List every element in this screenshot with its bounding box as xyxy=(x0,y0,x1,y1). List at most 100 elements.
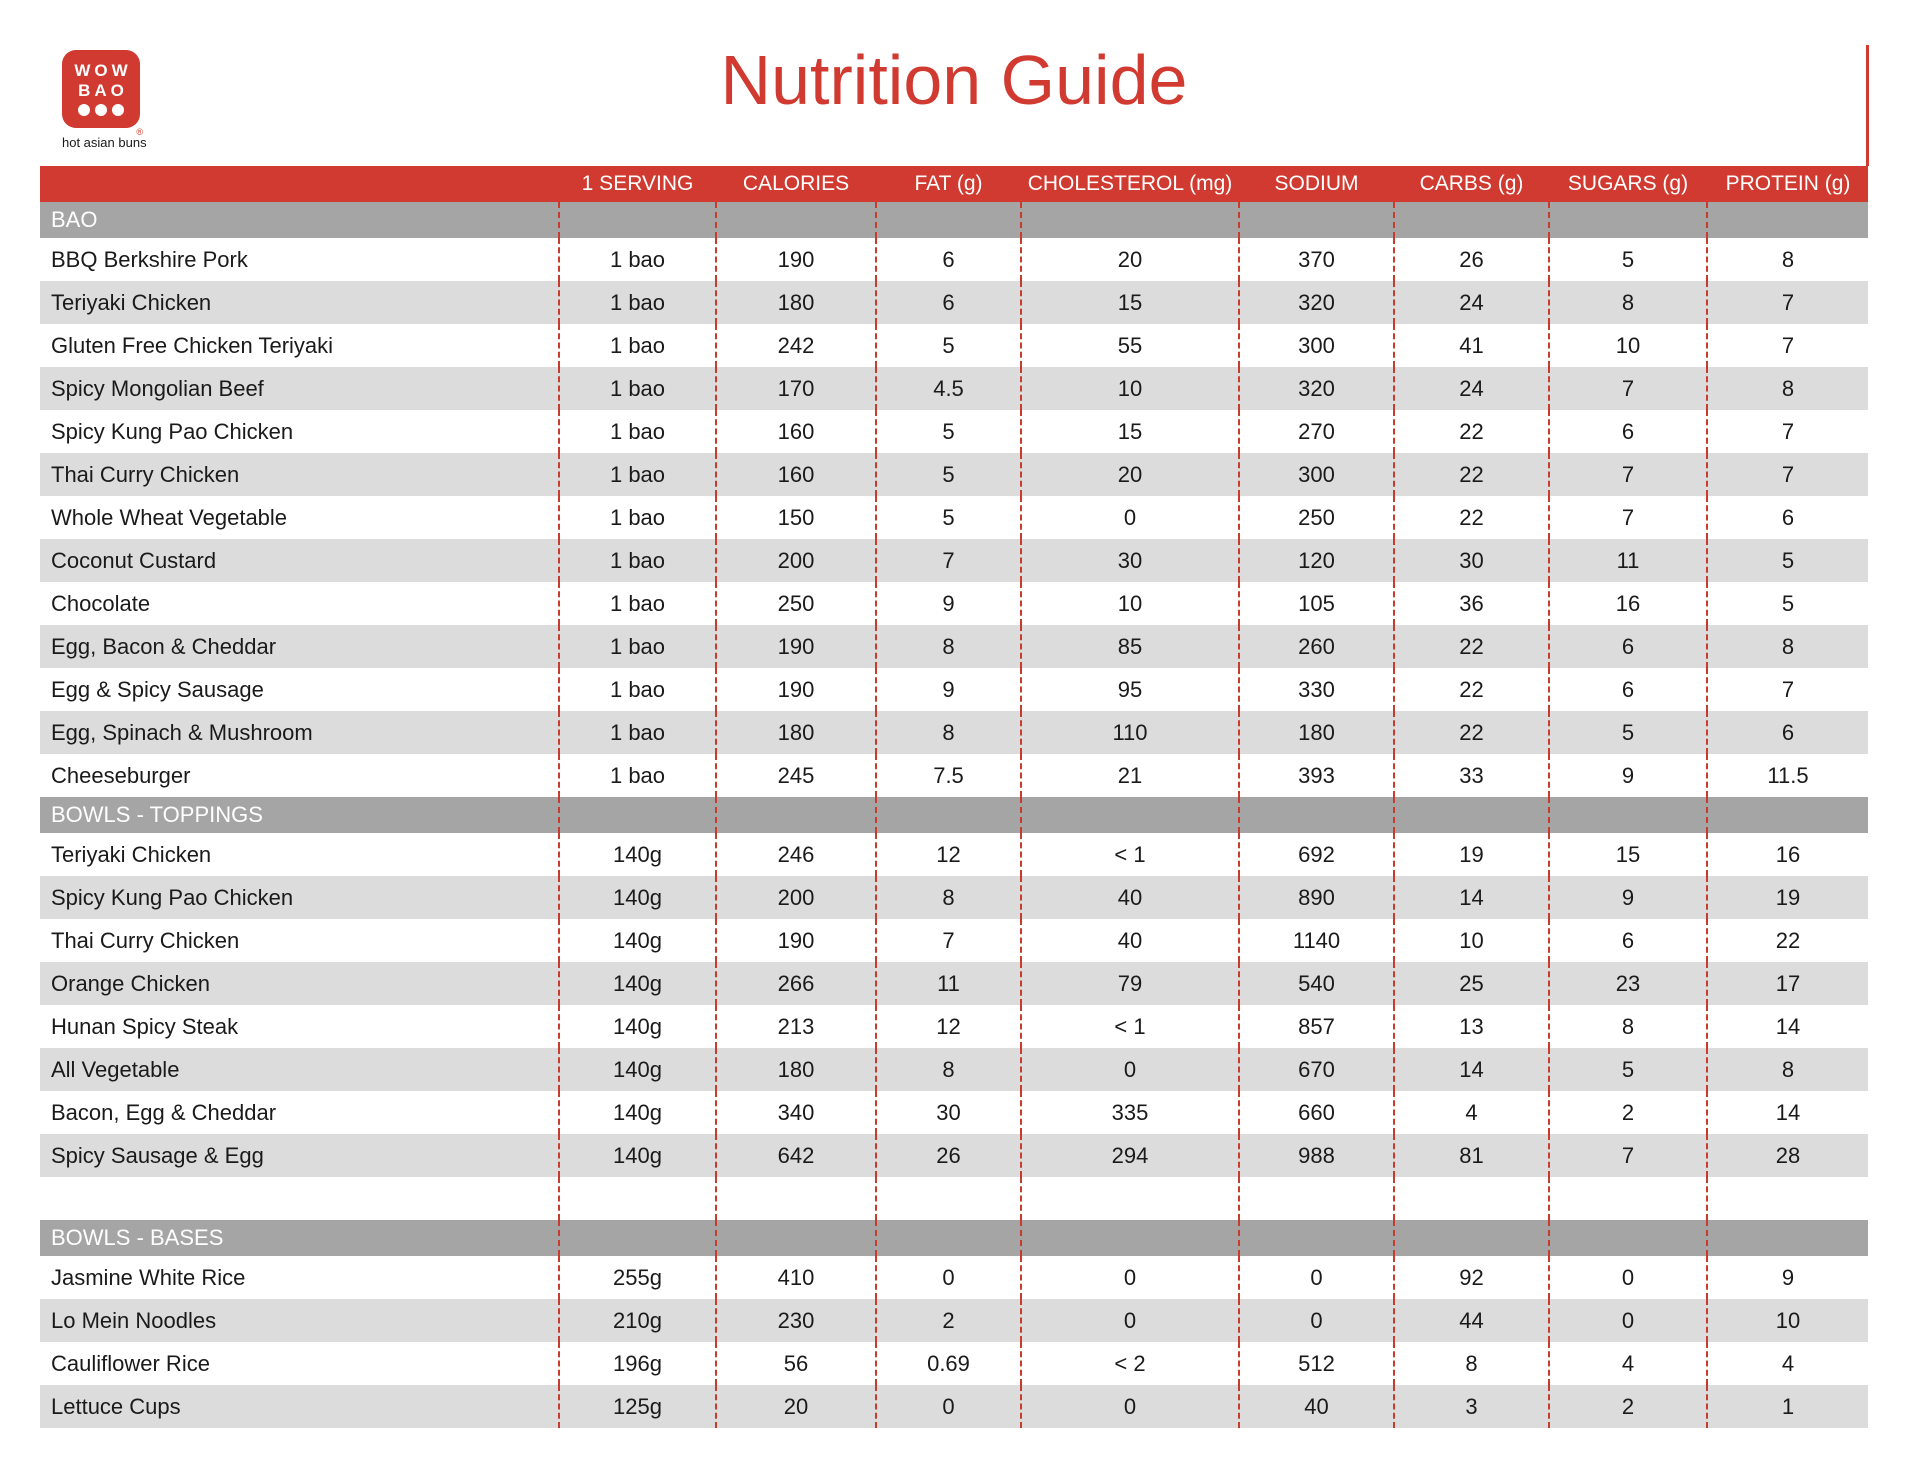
item-value: 0 xyxy=(877,1385,1022,1428)
table-row: Coconut Custard 1 bao 200 7 30 120 30 11 5 xyxy=(40,539,1868,582)
item-value: 40 xyxy=(1022,919,1240,962)
item-value: 30 xyxy=(1395,539,1550,582)
item-value: 22 xyxy=(1395,668,1550,711)
cell xyxy=(560,797,717,833)
table-row: Bacon, Egg & Cheddar 140g 340 30 335 660 4 2 14 xyxy=(40,1091,1868,1134)
table-row: Chocolate 1 bao 250 9 10 105 36 16 5 xyxy=(40,582,1868,625)
item-name: Teriyaki Chicken xyxy=(40,281,560,324)
item-value: 13 xyxy=(1395,1005,1550,1048)
item-value: 9 xyxy=(877,668,1022,711)
item-value: 1 bao xyxy=(560,711,717,754)
item-value: 0 xyxy=(1022,496,1240,539)
item-value: 7 xyxy=(1781,676,1795,702)
item-value: 7 xyxy=(877,919,1022,962)
item-value: 16 xyxy=(1775,841,1801,867)
item-value: 0 xyxy=(1022,1048,1240,1091)
item-value: 11.5 xyxy=(1767,762,1809,788)
column-header: PROTEIN (g) xyxy=(1725,172,1851,195)
table-row: Teriyaki Chicken 1 bao 180 6 15 320 24 8 7 xyxy=(40,281,1868,324)
item-value: 6 xyxy=(1550,919,1708,962)
item-value: 15 xyxy=(1022,281,1240,324)
item-value: 12 xyxy=(877,833,1022,876)
item-value: 5 xyxy=(877,410,1022,453)
table-row: Hunan Spicy Steak 140g 213 12 < 1 857 13 8 14 xyxy=(40,1005,1868,1048)
item-value: 7 xyxy=(1781,332,1795,358)
item-value: 15 xyxy=(1022,410,1240,453)
item-value: 7 xyxy=(1550,453,1708,496)
item-value: 1 bao xyxy=(560,668,717,711)
cell xyxy=(1708,797,1868,833)
column-header: SUGARS (g) xyxy=(1567,172,1689,195)
cell xyxy=(1240,1220,1395,1256)
item-value: 20 xyxy=(1022,453,1240,496)
item-value: 6 xyxy=(1781,504,1795,530)
table-row: Egg, Bacon & Cheddar 1 bao 190 8 85 260 22 6 8 xyxy=(40,625,1868,668)
item-value: 79 xyxy=(1022,962,1240,1005)
item-value: 393 xyxy=(1240,754,1395,797)
nutrition-table: 1 SERVING CALORIES FAT (g) CHOLESTEROL (… xyxy=(40,166,1868,1428)
item-value: 1 bao xyxy=(560,496,717,539)
item-value: 0 xyxy=(1022,1385,1240,1428)
item-value: 6 xyxy=(1550,410,1708,453)
logo-dot-icon xyxy=(112,104,124,116)
item-value: 255g xyxy=(560,1256,717,1299)
table-row: Gluten Free Chicken Teriyaki 1 bao 242 5 55 3… xyxy=(40,324,1868,367)
item-value: 22 xyxy=(1395,711,1550,754)
item-value: 160 xyxy=(717,453,877,496)
item-value: 26 xyxy=(1395,238,1550,281)
item-value: 370 xyxy=(1240,238,1395,281)
cell xyxy=(717,797,877,833)
item-value: < 2 xyxy=(1022,1342,1240,1385)
item-name: Lettuce Cups xyxy=(40,1385,560,1428)
item-value: 660 xyxy=(1240,1091,1395,1134)
item-value: 5 xyxy=(877,324,1022,367)
item-name: Egg, Spinach & Mushroom xyxy=(40,711,560,754)
item-value: 300 xyxy=(1240,453,1395,496)
item-value: 3 xyxy=(1395,1385,1550,1428)
item-value: 180 xyxy=(717,711,877,754)
item-value: 92 xyxy=(1395,1256,1550,1299)
item-name: Gluten Free Chicken Teriyaki xyxy=(40,324,560,367)
item-value: 0.69 xyxy=(877,1342,1022,1385)
item-value: 140g xyxy=(560,876,717,919)
item-value: 25 xyxy=(1395,962,1550,1005)
item-value: 33 xyxy=(1395,754,1550,797)
item-name: Egg & Spicy Sausage xyxy=(40,668,560,711)
section-header-row: BAO xyxy=(40,202,1868,238)
item-value: 22 xyxy=(1395,410,1550,453)
item-value: 330 xyxy=(1240,668,1395,711)
table-row: Orange Chicken 140g 266 11 79 540 25 23 17 xyxy=(40,962,1868,1005)
item-value: 410 xyxy=(717,1256,877,1299)
item-value: 81 xyxy=(1395,1134,1550,1177)
table-row: Spicy Kung Pao Chicken 1 bao 160 5 15 270 22 6 7 xyxy=(40,410,1868,453)
item-name: Lo Mein Noodles xyxy=(40,1299,560,1342)
item-value: 210g xyxy=(560,1299,717,1342)
item-value: 250 xyxy=(1240,496,1395,539)
item-value: 140g xyxy=(560,833,717,876)
cell xyxy=(1550,1220,1708,1256)
item-value: 22 xyxy=(1395,496,1550,539)
item-value: 7 xyxy=(1781,418,1795,444)
item-value: 540 xyxy=(1240,962,1395,1005)
item-value: 988 xyxy=(1240,1134,1395,1177)
item-value: 340 xyxy=(717,1091,877,1134)
cell xyxy=(877,797,1022,833)
item-value: 30 xyxy=(1022,539,1240,582)
item-name: Teriyaki Chicken xyxy=(40,833,560,876)
table-row: All Vegetable 140g 180 8 0 670 14 5 8 xyxy=(40,1048,1868,1091)
item-value: 140g xyxy=(560,1091,717,1134)
cell xyxy=(1240,202,1395,238)
item-value: 30 xyxy=(877,1091,1022,1134)
table-row: BBQ Berkshire Pork 1 bao 190 6 20 370 26 5 8 xyxy=(40,238,1868,281)
cell xyxy=(717,202,877,238)
item-name: Spicy Mongolian Beef xyxy=(40,367,560,410)
cell xyxy=(1550,1177,1708,1220)
item-value: 20 xyxy=(1022,238,1240,281)
cell xyxy=(1395,797,1550,833)
item-value: 28 xyxy=(1775,1142,1801,1168)
item-value: 0 xyxy=(1022,1256,1240,1299)
logo-dot-icon xyxy=(78,104,90,116)
item-value: 140g xyxy=(560,1134,717,1177)
item-value: 1140 xyxy=(1240,919,1395,962)
item-value: 335 xyxy=(1022,1091,1240,1134)
